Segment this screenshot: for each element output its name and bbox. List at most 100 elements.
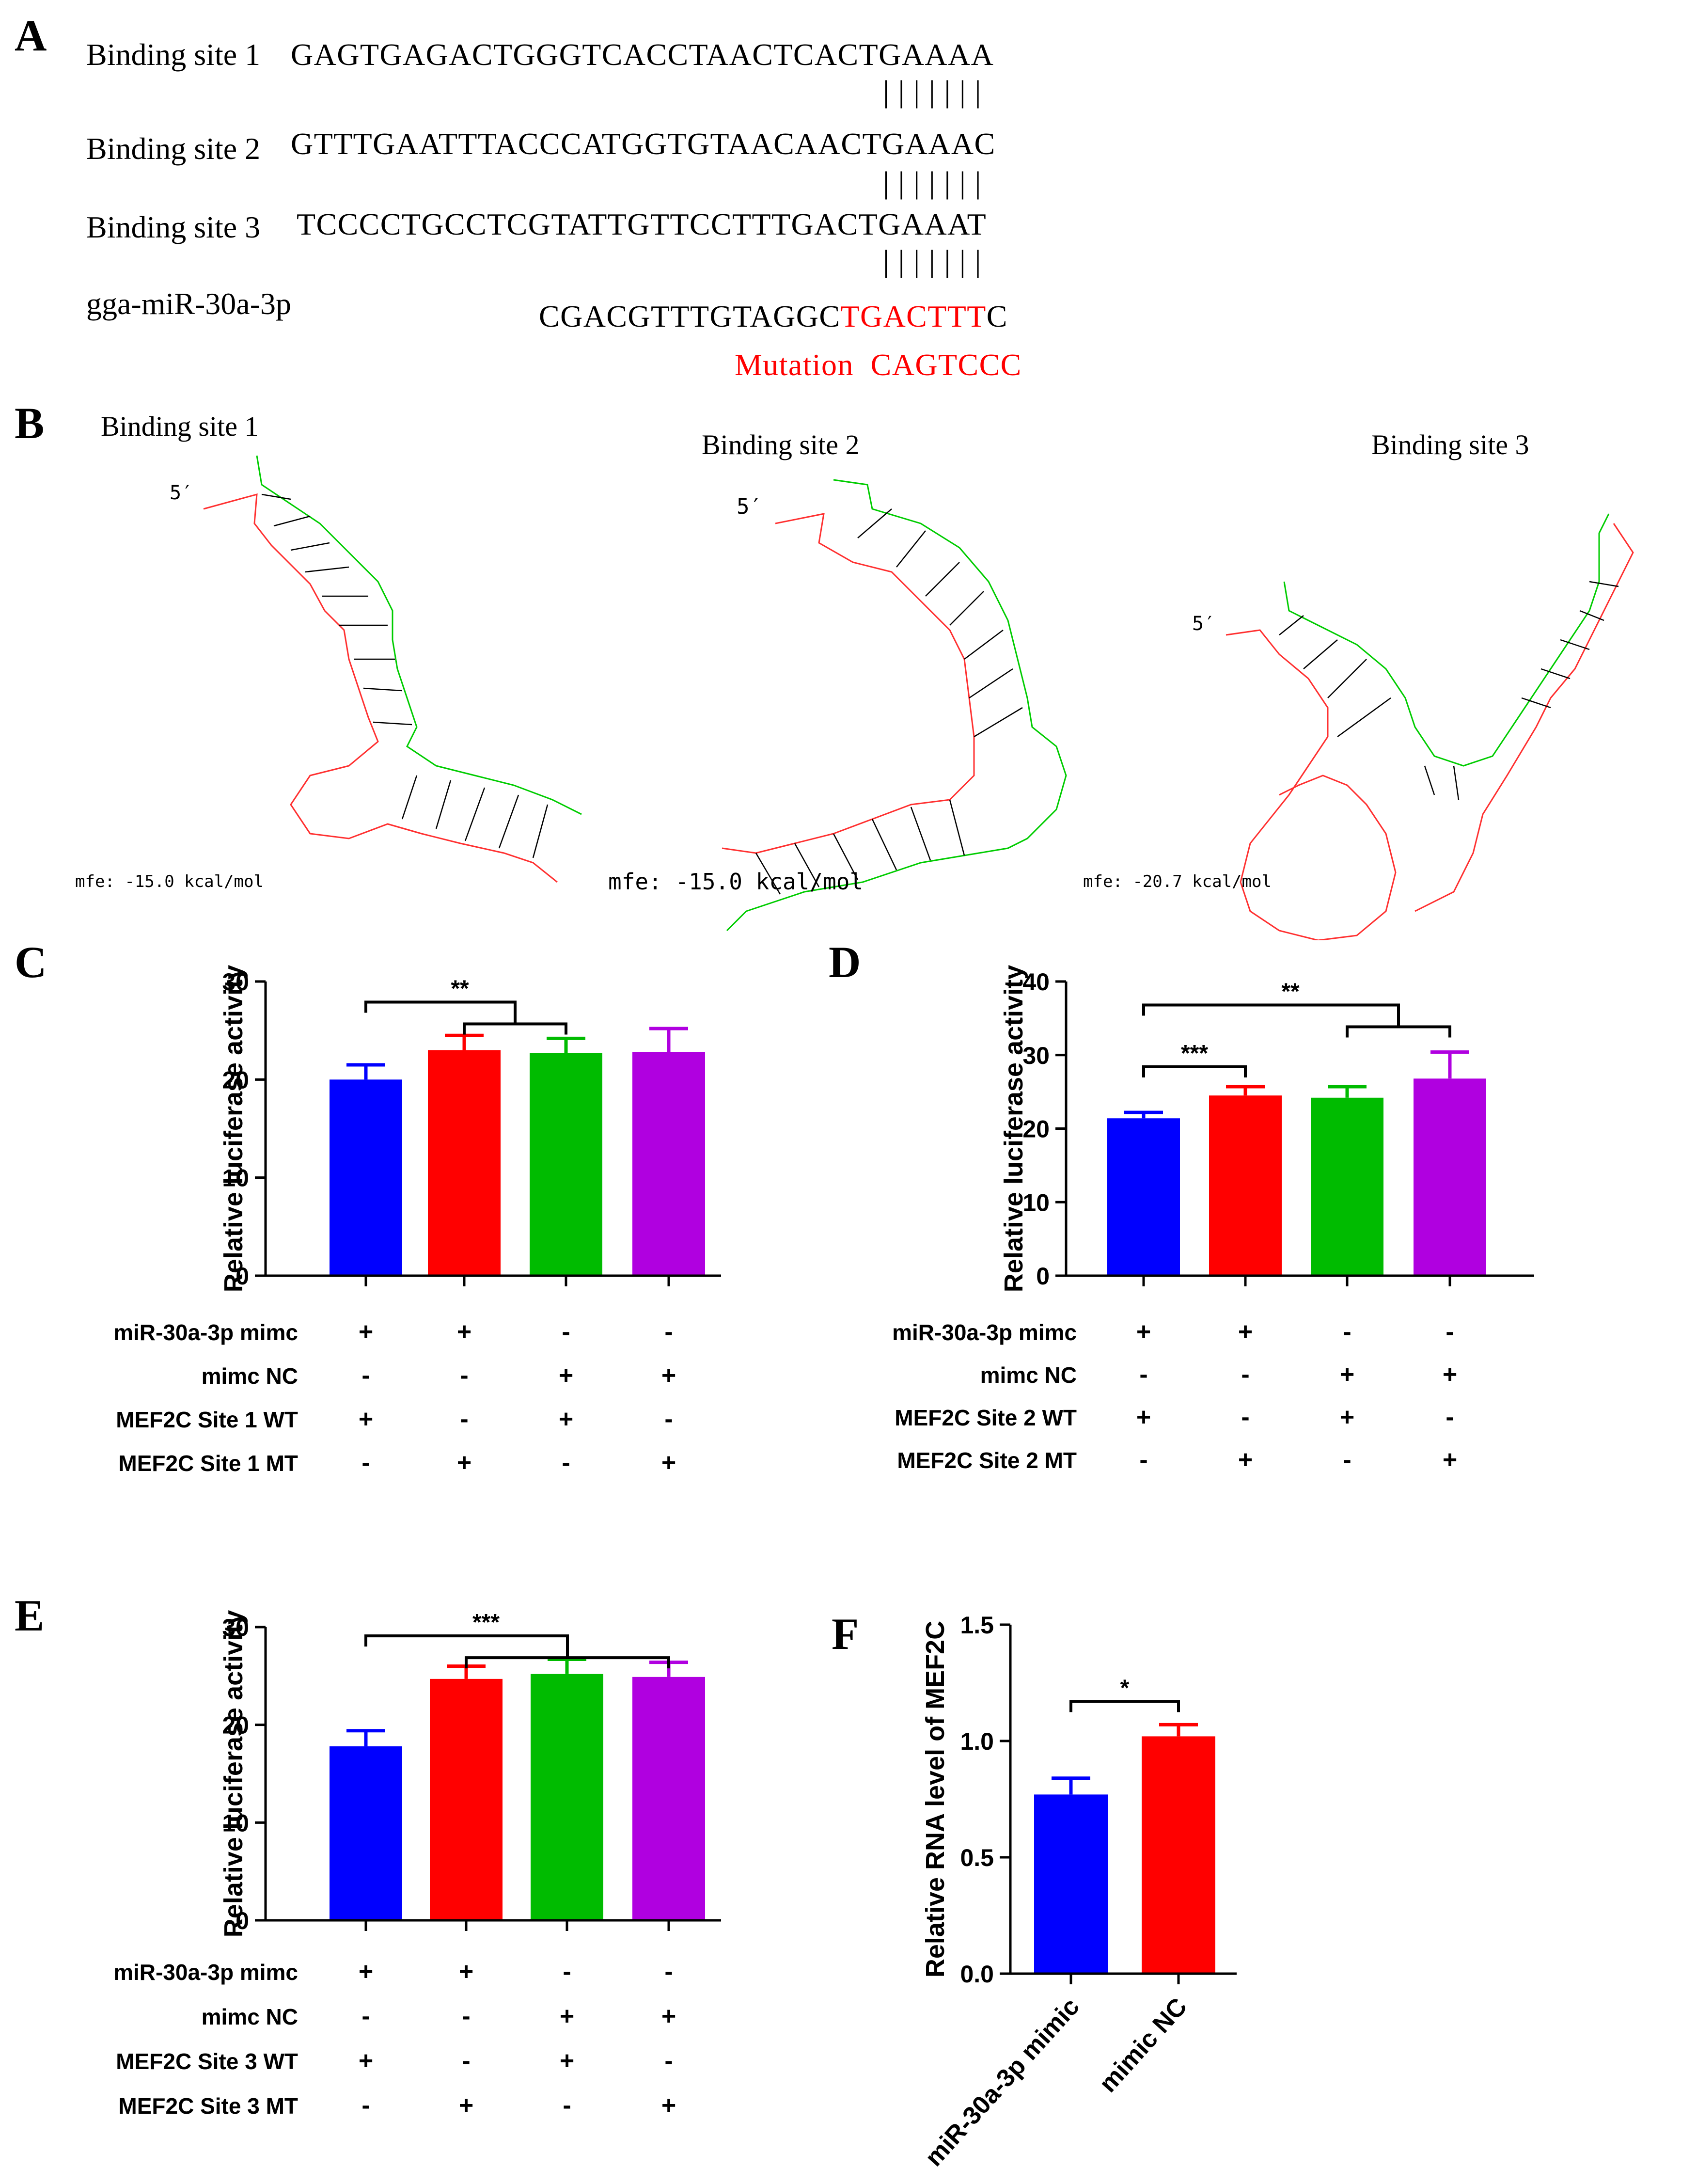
structure3-title: Binding site 3 (1371, 429, 1529, 460)
chart-d-significance-label-1: *** (1181, 1041, 1208, 1066)
chart-d-y-tick-label-0: 0 (1036, 1263, 1050, 1290)
condition-sign: + (1238, 1446, 1253, 1474)
rna-structure-2: 5′ mfe: -15.0 kcal/mol (608, 479, 1067, 932)
chart-f-error-bar-1 (1052, 1776, 1090, 1795)
chart-e-y-tick-label-0: 0 (236, 1907, 249, 1934)
chart-e-significance-label-1: *** (472, 1610, 500, 1635)
condition-row-label: mimc NC (201, 2004, 298, 2029)
condition-row-label: MEF2C Site 3 MT (118, 2093, 298, 2119)
chart-c-bar-4 (632, 1052, 705, 1276)
chart-f-bar-1 (1034, 1794, 1108, 1974)
structure2-green-strand (726, 479, 1067, 932)
condition-sign: - (563, 1958, 571, 1986)
condition-sign: - (562, 1449, 570, 1477)
mirna-seed: TGACTTT (840, 299, 987, 333)
condition-sign: + (1442, 1446, 1458, 1474)
chart-f-y-tick-label-3: 1.5 (960, 1612, 994, 1639)
condition-sign: - (462, 2002, 471, 2030)
chart-e-significance-1: *** (364, 1610, 670, 1669)
chart-f-y-tick-label-2: 1.0 (960, 1728, 994, 1755)
chart-d-error-bar-1 (1124, 1110, 1163, 1119)
chart-d-significance-label-2: ** (1281, 979, 1300, 1005)
condition-sign: + (458, 1958, 474, 1986)
condition-sign: - (1241, 1361, 1250, 1389)
chart-f-category-label-2: mimic NC (1094, 1993, 1193, 2098)
chart-d-y-tick-label-2: 20 (1022, 1116, 1050, 1143)
condition-sign: - (563, 2091, 571, 2120)
condition-row-label: MEF2C Site 3 WT (116, 2049, 298, 2074)
chart-f-bracket-1 (1069, 1700, 1180, 1712)
condition-sign: + (558, 1405, 574, 1433)
condition-sign: + (1339, 1361, 1355, 1389)
structure3-base-pairs (1279, 581, 1619, 800)
chart-d-significance-1: *** (1142, 1041, 1247, 1078)
condition-sign: + (1238, 1318, 1253, 1346)
condition-sign: - (664, 1318, 673, 1346)
condition-row-label: MEF2C Site 1 MT (118, 1451, 298, 1476)
condition-sign: + (458, 2091, 474, 2120)
condition-row-label: miR-30a-3p mimc (113, 1960, 298, 1985)
structure2-five-prime: 5′ (737, 494, 762, 519)
condition-sign: - (1139, 1446, 1148, 1474)
chart-e-y-tick-label-2: 20 (222, 1712, 249, 1739)
mirna-prefix: CGACGTTTGTAGGC (539, 299, 841, 333)
condition-row-label: MEF2C Site 1 WT (116, 1407, 298, 1432)
mirna-label: gga-miR-30a-3p (86, 286, 291, 321)
condition-sign: + (1136, 1403, 1151, 1431)
condition-sign: + (559, 2002, 575, 2030)
structure3-green-strand (1283, 513, 1610, 767)
chart-d-error-bar-2 (1226, 1085, 1265, 1096)
chart-d-significance-2: ** (1142, 979, 1451, 1038)
chart-c-y-tick-label-2: 20 (222, 1066, 249, 1093)
structure1-mfe: mfe: -15.0 kcal/mol (75, 872, 264, 891)
chart-e-bar-2 (430, 1678, 503, 1920)
chart-d-bracket-2 (1142, 1003, 1451, 1038)
chart-d-y-tick-label-3: 30 (1022, 1042, 1050, 1069)
condition-sign: - (462, 2047, 471, 2075)
structure3-red-strand (1226, 629, 1397, 940)
chart-d-y-tick-label-4: 40 (1022, 968, 1050, 996)
pairing-marks-2: | | | | | | | (883, 165, 982, 200)
chart-d-error-bar-3 (1328, 1085, 1367, 1098)
condition-sign: - (1446, 1403, 1454, 1431)
condition-row-label: mimc NC (980, 1362, 1077, 1388)
chart-d-y-tick-label-1: 10 (1022, 1189, 1050, 1216)
chart-f-y-tick-label-0: 0.0 (960, 1961, 994, 1988)
chart-c-error-bar-3 (547, 1036, 585, 1053)
condition-sign: + (358, 2047, 374, 2075)
chart-c-significance-label-1: ** (451, 976, 469, 1001)
panel-a-letter: A (15, 11, 47, 60)
condition-sign: - (1446, 1318, 1454, 1346)
chart-e-error-bar-3 (548, 1658, 586, 1674)
condition-sign: + (661, 2002, 676, 2030)
structure2-base-pairs (755, 508, 1023, 895)
chart-d-bar-2 (1209, 1095, 1282, 1276)
panel-e-letter: E (15, 1591, 45, 1640)
condition-sign: + (1339, 1403, 1355, 1431)
chart-f-significance-label-1: * (1120, 1675, 1130, 1701)
panel-c-letter: C (15, 937, 47, 987)
chart-c-bracket-1 (364, 1000, 567, 1035)
condition-sign: - (664, 2047, 673, 2075)
chart-e-bar-3 (531, 1674, 603, 1920)
chart-f-error-bar-2 (1159, 1723, 1198, 1737)
mutation-label: Mutation (735, 348, 854, 382)
chart-d-error-bar-4 (1430, 1050, 1469, 1079)
chart-f-category-label-1: miR-30a-3p mimic (920, 1993, 1085, 2172)
chart-d-y-label: Relative luciferase activity (999, 965, 1028, 1292)
condition-sign: - (664, 1958, 673, 1986)
chart-e-y-tick-label-1: 10 (222, 1809, 249, 1836)
chart-f-significance-1: * (1069, 1675, 1180, 1712)
chart-f-bar-2 (1142, 1736, 1215, 1974)
chart-d-bar-4 (1414, 1078, 1486, 1276)
chart-f-y-tick-label-1: 0.5 (960, 1844, 994, 1871)
pairing-marks-1: | | | | | | | (883, 74, 982, 109)
chart-e-bracket-1 (364, 1634, 670, 1669)
chart-d-bar-3 (1311, 1097, 1383, 1276)
condition-sign: - (460, 1405, 469, 1433)
structure1-title: Binding site 1 (101, 411, 259, 442)
chart-c-error-bar-1 (346, 1063, 385, 1080)
condition-sign: + (661, 1361, 676, 1390)
